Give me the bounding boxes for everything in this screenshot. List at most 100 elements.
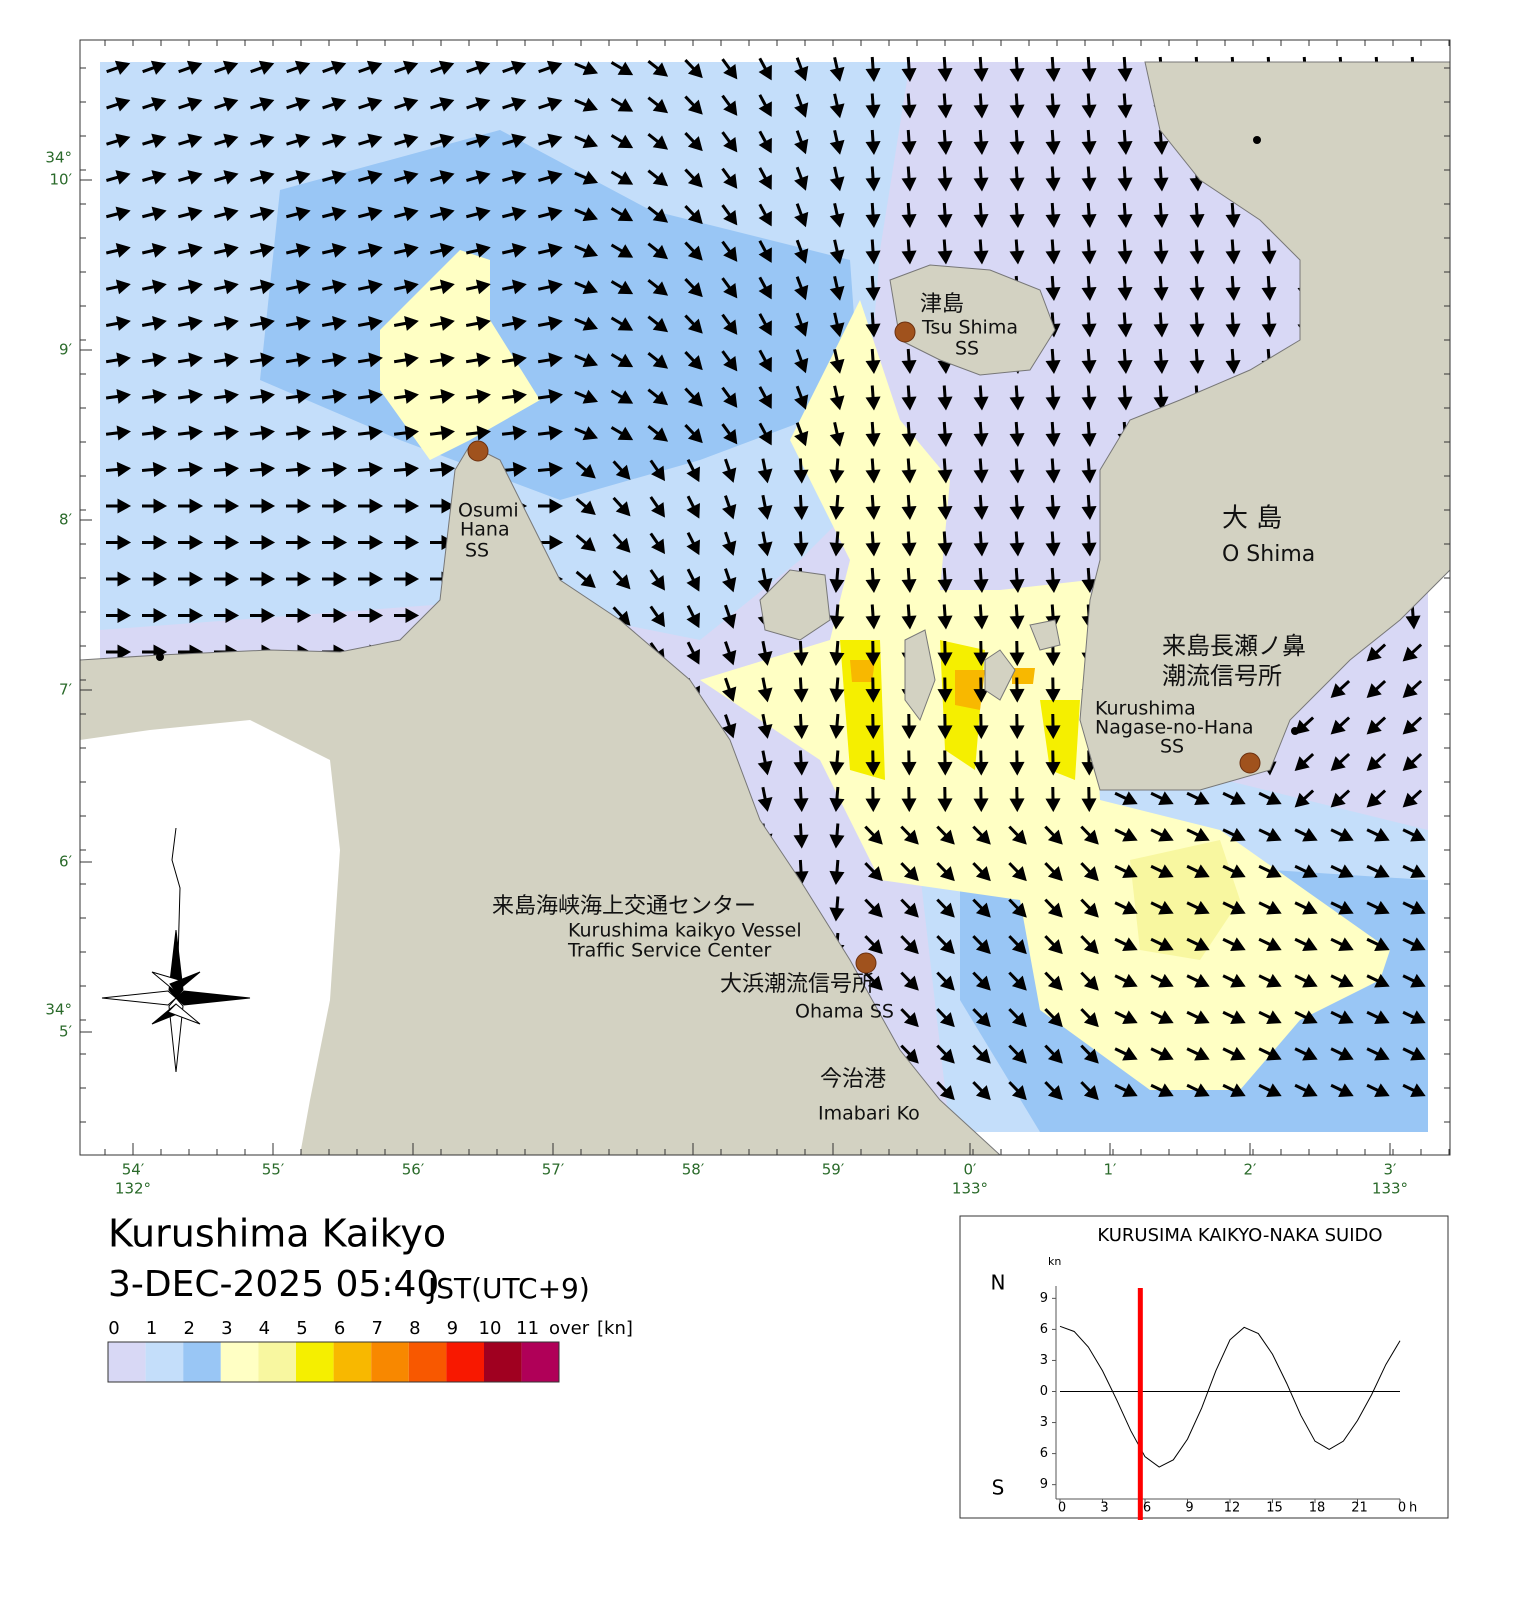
island xyxy=(984,649,1016,701)
current-arrow xyxy=(900,1008,919,1028)
place-label: 大浜潮流信号所 xyxy=(720,972,874,997)
current-arrow xyxy=(937,531,953,557)
current-arrow xyxy=(1114,1083,1138,1098)
current-arrow xyxy=(1045,786,1061,813)
current-arrow xyxy=(864,862,883,882)
current-arrow xyxy=(973,202,989,229)
legend-swatch xyxy=(446,1342,484,1382)
current-arrow xyxy=(721,240,738,262)
legend-swatch xyxy=(333,1342,372,1382)
place-label: SS xyxy=(465,540,489,562)
current-arrow xyxy=(793,458,809,484)
current-arrow xyxy=(610,207,634,222)
current-arrow xyxy=(865,93,881,119)
current-arrow xyxy=(250,571,276,587)
current-arrow xyxy=(213,352,239,368)
current-arrow xyxy=(106,607,132,624)
current-arrow xyxy=(1045,166,1061,192)
inset-north: N xyxy=(991,1271,1006,1295)
current-arrow xyxy=(214,97,239,112)
current-arrow xyxy=(758,130,772,154)
current-arrow xyxy=(684,351,703,371)
current-arrow xyxy=(1045,458,1061,484)
current-arrow xyxy=(1261,312,1277,338)
current-arrow xyxy=(1186,1083,1210,1098)
current-arrow xyxy=(937,166,953,192)
current-arrow xyxy=(1044,1044,1063,1064)
current-arrow xyxy=(973,385,989,411)
current-arrow xyxy=(901,385,917,411)
current-arrow xyxy=(936,825,955,845)
current-arrow xyxy=(142,60,167,75)
current-arrow xyxy=(1150,1010,1174,1025)
current-arrow xyxy=(106,133,131,149)
current-arrow xyxy=(1080,898,1099,918)
current-arrow xyxy=(937,202,953,229)
current-arrow xyxy=(393,315,419,331)
current-arrow xyxy=(758,94,772,117)
current-arrow xyxy=(213,279,239,295)
current-arrow xyxy=(1258,864,1282,879)
current-arrow xyxy=(501,315,527,331)
current-arrow xyxy=(1222,900,1246,915)
current-arrow xyxy=(901,166,917,192)
current-arrow xyxy=(357,315,383,331)
lon-degree-label: 133° xyxy=(952,1180,988,1198)
current-arrow xyxy=(610,134,634,149)
current-arrow xyxy=(793,750,809,776)
current-arrow xyxy=(465,279,491,295)
current-arrow xyxy=(937,604,953,630)
current-arrow xyxy=(1366,716,1387,735)
current-arrow xyxy=(973,458,989,484)
current-arrow xyxy=(430,133,455,149)
current-arrow xyxy=(829,677,845,703)
legend-label: 9 xyxy=(447,1318,458,1339)
current-arrow xyxy=(647,352,669,369)
current-arrow xyxy=(430,60,455,75)
current-arrow xyxy=(250,170,275,185)
current-arrow xyxy=(1009,494,1025,521)
legend-label: 2 xyxy=(183,1318,194,1339)
current-arrow xyxy=(1153,202,1169,229)
current-arrow xyxy=(249,279,275,295)
current-arrow xyxy=(793,677,809,703)
current-arrow xyxy=(142,607,168,624)
current-arrow xyxy=(1117,312,1133,338)
current-arrow xyxy=(1080,1044,1099,1064)
current-arrow xyxy=(865,713,881,740)
current-arrow xyxy=(612,606,631,626)
current-arrow xyxy=(1258,1046,1282,1061)
current-arrow xyxy=(358,571,384,587)
lon-tick-label: 55′ xyxy=(262,1161,285,1179)
current-arrow xyxy=(1258,937,1282,952)
current-arrow xyxy=(393,243,419,258)
current-arrow xyxy=(358,607,384,624)
current-arrow xyxy=(465,243,491,258)
current-arrow xyxy=(1009,202,1025,229)
current-arrow xyxy=(864,898,883,918)
current-arrow xyxy=(1225,312,1241,338)
current-arrow xyxy=(106,498,132,514)
current-arrow xyxy=(178,607,204,624)
lon-tick-label: 59′ xyxy=(822,1161,845,1179)
current-arrow xyxy=(322,534,348,551)
legend-label: 5 xyxy=(296,1318,307,1339)
current-arrow xyxy=(1189,312,1205,338)
current-arrow xyxy=(1081,348,1097,375)
current-arrow xyxy=(829,421,845,447)
current-arrow xyxy=(105,425,131,441)
current-arrow xyxy=(321,206,347,222)
current-arrow xyxy=(466,170,491,185)
current-arrow xyxy=(829,531,845,557)
current-arrow xyxy=(829,604,845,630)
current-arrow xyxy=(936,935,955,955)
current-arrow xyxy=(1009,239,1025,265)
legend-swatch xyxy=(145,1342,184,1382)
current-arrow xyxy=(937,750,953,776)
current-arrow xyxy=(865,202,881,229)
current-arrow xyxy=(321,352,347,368)
current-arrow xyxy=(757,567,773,593)
current-arrow xyxy=(394,498,420,514)
legend-label: 3 xyxy=(221,1318,232,1339)
legend-label: 4 xyxy=(259,1318,270,1339)
